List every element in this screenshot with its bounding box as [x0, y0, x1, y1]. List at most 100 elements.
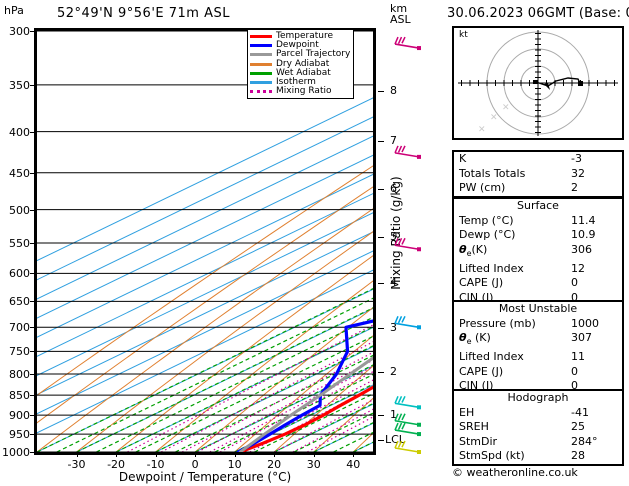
- panel-row-value: 11: [571, 349, 585, 363]
- altitude-tick-3: 3: [390, 320, 397, 334]
- temperature-tick-10: 10: [227, 458, 242, 471]
- hodograph-unit-label: kt: [459, 30, 468, 40]
- panel-row-value: 32: [571, 166, 585, 180]
- panel-row-label: Pressure (mb): [459, 316, 536, 330]
- panel-row-value: 307: [571, 331, 592, 345]
- altitude-tick-7: 7: [390, 134, 397, 148]
- panel-row-value: -41: [571, 405, 589, 419]
- panel-row: Dewp (°C) 10.9: [454, 228, 622, 243]
- altitude-tick-mark: [378, 371, 384, 373]
- altitude-tick-mark: [378, 141, 384, 143]
- stability-indices-panel: K -3 Totals Totals 32 PW (cm) 2: [452, 150, 624, 198]
- copyright-notice: © weatheronline.co.uk: [452, 466, 578, 479]
- temperature-tick-0: 0: [191, 458, 199, 471]
- pressure-tick-mark: [30, 209, 35, 211]
- panel-row: θe (K) 307: [454, 331, 622, 350]
- pressure-tick-mark: [30, 273, 35, 275]
- altitude-tick-8: 8: [390, 83, 397, 97]
- pressure-tick-800: 800: [9, 367, 30, 381]
- pressure-tick-700: 700: [9, 321, 30, 335]
- pressure-tick-mark: [30, 301, 35, 303]
- svg-text:✕: ✕: [478, 125, 486, 135]
- pressure-tick-300: 300: [9, 25, 30, 38]
- altitude-tick-5: 5: [390, 229, 397, 243]
- panel-row-value: 11.4: [571, 213, 596, 227]
- panel-row-label: K: [459, 152, 467, 165]
- pressure-tick-650: 650: [9, 295, 30, 309]
- pressure-tick-900: 900: [9, 409, 30, 423]
- panel-row: CAPE (J) 0: [454, 365, 622, 380]
- panel-row-value: 12: [571, 261, 585, 275]
- pressure-tick-500: 500: [9, 203, 30, 217]
- panel-row: θe(K) 306: [454, 243, 622, 262]
- pressure-tick-mark: [30, 395, 35, 397]
- most-unstable-panel: Most Unstable Pressure (mb) 1000 θe (K) 307 L…: [452, 300, 624, 396]
- temperature-tick-mark: [274, 452, 276, 457]
- panel-row-value: 0: [571, 364, 578, 378]
- hodograph-panel[interactable]: kt ✕ ✕ ✕: [452, 26, 624, 140]
- panel-row-label: Lifted Index: [459, 261, 524, 275]
- legend-label: Temperature: [276, 31, 334, 42]
- panel-row-value: 10.9: [571, 228, 596, 242]
- panel-row: StmDir 284°: [454, 435, 622, 450]
- temperature-tick-40: 40: [346, 458, 361, 471]
- panel-row-value: 0: [571, 379, 578, 393]
- legend-label: Wet Adiabat: [276, 67, 331, 78]
- altitude-tick-1: 1: [390, 407, 397, 421]
- panel-row-value: 25: [571, 420, 585, 434]
- legend-item-dewpoint: Dewpoint: [250, 41, 350, 50]
- panel-row-value: 306: [571, 242, 592, 256]
- panel-row: StmSpd (kt) 28: [454, 449, 622, 464]
- panel-row-label: CIN (J): [459, 379, 494, 393]
- legend-swatch-icon: [250, 62, 272, 66]
- panel-row-value: 2: [571, 181, 578, 195]
- panel-row-value: 284°: [571, 434, 598, 448]
- pressure-tick-mark: [30, 327, 35, 329]
- panel-row-value: -3: [571, 152, 582, 165]
- panel-row-value: 1000: [571, 316, 599, 330]
- surface-parcel-panel: Surface Temp (°C) 11.4 Dewp (°C) 10.9 θe(K) 30…: [452, 197, 624, 308]
- panel-title: Surface: [517, 199, 559, 212]
- panel-row: PW (cm) 2: [454, 181, 622, 196]
- altitude-tick-4: 4: [390, 275, 397, 289]
- pressure-tick-mark: [30, 172, 35, 174]
- legend-label: Dry Adiabat: [276, 58, 330, 69]
- altitude-unit-asl: ASL: [390, 13, 411, 26]
- pressure-tick-550: 550: [9, 236, 30, 250]
- forecast-datetime-title: 30.06.2023 06GMT (Base: 06): [447, 6, 629, 21]
- temperature-tick-30: 30: [306, 458, 321, 471]
- pressure-tick-450: 450: [9, 166, 30, 180]
- hodograph-stats-panel: Hodograph EH -41 SREH 25 StmDir 284° StmSpd (kt…: [452, 389, 624, 466]
- pressure-tick-mark: [30, 415, 35, 417]
- lcl-label: LCL: [385, 432, 405, 446]
- legend-swatch-icon: [250, 81, 272, 85]
- altitude-unit-label: km ASL: [390, 3, 411, 25]
- skewt-plot-area[interactable]: 123456810152025: [37, 31, 373, 452]
- pressure-tick-mark: [30, 434, 35, 436]
- legend-swatch-icon: [250, 35, 272, 39]
- panel-row: K -3: [454, 152, 622, 167]
- legend-swatch-icon: [250, 90, 272, 94]
- skewt-canvas: 123456810152025: [37, 31, 373, 452]
- altitude-tick-mark: [378, 327, 384, 329]
- altitude-tick-mark: [378, 414, 384, 416]
- pressure-tick-600: 600: [9, 267, 30, 281]
- lcl-tick-mark: [378, 439, 384, 441]
- temperature-tick-mark: [76, 452, 78, 457]
- legend-item-dry-adiabat: Dry Adiabat: [250, 58, 350, 69]
- panel-row-value: 0: [571, 276, 578, 290]
- legend-swatch-icon: [250, 44, 272, 48]
- panel-row-label: CAPE (J): [459, 276, 504, 290]
- wind-barb-column: [385, 31, 425, 454]
- panel-row: CAPE (J) 0: [454, 276, 622, 291]
- pressure-tick-mark: [30, 31, 35, 32]
- legend-label: Dewpoint: [276, 40, 319, 51]
- panel-row-label: θe (K): [459, 331, 491, 347]
- temperature-tick-mark: [155, 452, 157, 457]
- panel-row-value: 0: [571, 290, 578, 304]
- temperature-tick-mark: [234, 452, 236, 457]
- panel-row: Lifted Index 12: [454, 262, 622, 277]
- panel-row-label: Dewp (°C): [459, 228, 516, 242]
- altitude-tick-mark: [378, 236, 384, 238]
- svg-text:✕: ✕: [490, 113, 498, 123]
